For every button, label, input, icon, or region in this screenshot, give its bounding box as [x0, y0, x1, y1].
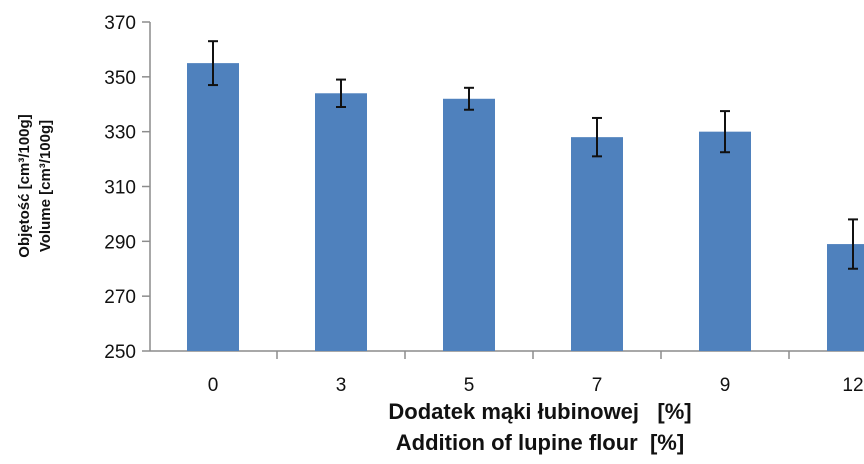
x-tick-label: 5 [464, 375, 475, 396]
x-tick-label: 9 [720, 375, 731, 396]
y-tick-label: 290 [104, 232, 136, 253]
bar [699, 131, 751, 351]
x-tick-label: 3 [336, 375, 347, 396]
y-tick-label: 370 [104, 13, 136, 34]
x-axis-title-polish: Dodatek mąki łubinowej [%] [388, 399, 692, 424]
y-tick-label: 250 [104, 342, 136, 363]
y-axis-label-english: Volume [cm³/100g] [37, 120, 54, 252]
axes [149, 22, 864, 352]
y-tick-label: 310 [104, 178, 136, 199]
y-tick-label: 330 [104, 123, 136, 144]
bar [315, 93, 367, 352]
bars [187, 40, 864, 352]
x-tick-label: 12 [842, 375, 863, 396]
bar [187, 63, 239, 351]
y-axis-label-polish: Objętość [cm³/100g] [16, 114, 33, 257]
bar [571, 137, 623, 351]
x-ticks: 0 3 5 7 9 12 [208, 351, 864, 396]
bar [443, 98, 495, 352]
x-tick-label: 7 [592, 375, 603, 396]
y-ticks: 250 270 290 310 330 350 370 [104, 13, 150, 363]
y-tick-label: 270 [104, 287, 136, 308]
y-tick-label: 350 [104, 68, 136, 89]
y-axis-label: Objętość [cm³/100g] Volume [cm³/100g] [16, 114, 54, 257]
bar [827, 244, 864, 351]
x-axis-title-english: Addition of lupine flour [%] [395, 430, 685, 455]
x-tick-label: 0 [208, 375, 219, 396]
